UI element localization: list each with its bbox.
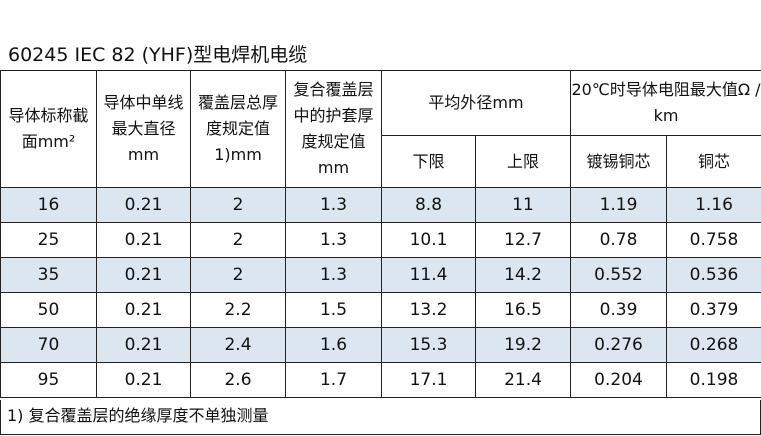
cell: 0.21 <box>96 222 191 258</box>
cell: 12.7 <box>475 222 571 258</box>
cell: 0.198 <box>665 362 761 398</box>
cell: 2 <box>190 222 286 258</box>
footnote: 1) 复合覆盖层的绝缘厚度不单独测量 <box>0 400 761 435</box>
cell: 35 <box>0 257 97 293</box>
document-title: 60245 IEC 82 (YHF)型电焊机电缆 <box>8 44 308 66</box>
header-tinned-copper: 镀锡铜芯 <box>570 135 667 188</box>
cell: 0.21 <box>96 292 191 328</box>
cell: 0.21 <box>96 257 191 293</box>
header-sheath-thickness: 复合覆盖层中的护套厚度规定值mm <box>285 70 382 188</box>
header-max-resistance: 20℃时导体电阻最大值Ω / km <box>569 70 761 136</box>
cell: 2.6 <box>190 362 286 398</box>
table-row: 16 0.21 2 1.3 8.8 11 1.19 1.16 <box>0 187 761 223</box>
cell: 17.1 <box>381 362 476 398</box>
cell: 0.204 <box>570 362 667 398</box>
cell: 2.4 <box>190 327 286 363</box>
cell: 0.758 <box>665 222 761 258</box>
cell: 70 <box>0 327 97 363</box>
cell: 21.4 <box>475 362 571 398</box>
cell: 16 <box>0 187 97 223</box>
cell: 1.16 <box>665 187 761 223</box>
cell: 25 <box>0 222 97 258</box>
header-plain-copper: 铜芯 <box>665 135 761 188</box>
cell: 16.5 <box>475 292 571 328</box>
cell: 0.552 <box>570 257 667 293</box>
cell: 13.2 <box>381 292 476 328</box>
table-row: 50 0.21 2.2 1.5 13.2 16.5 0.39 0.379 <box>0 292 761 328</box>
cell: 50 <box>0 292 97 328</box>
cell: 1.3 <box>285 187 382 223</box>
spec-table: 导体标称截面mm² 导体中单线最大直径mm 覆盖层总厚度规定值1)mm 复合覆盖… <box>0 70 761 398</box>
cell: 0.276 <box>570 327 667 363</box>
cell: 1.5 <box>285 292 382 328</box>
cell: 0.78 <box>570 222 667 258</box>
cell: 2.2 <box>190 292 286 328</box>
cell: 0.536 <box>665 257 761 293</box>
cell: 0.268 <box>665 327 761 363</box>
cell: 0.21 <box>96 187 191 223</box>
header-upper-limit: 上限 <box>475 135 571 188</box>
cell: 11 <box>475 187 571 223</box>
header-lower-limit: 下限 <box>381 135 476 188</box>
cell: 2 <box>190 257 286 293</box>
cell: 0.39 <box>570 292 667 328</box>
cell: 0.21 <box>96 362 191 398</box>
table-row: 25 0.21 2 1.3 10.1 12.7 0.78 0.758 <box>0 222 761 258</box>
cell: 10.1 <box>381 222 476 258</box>
cell: 8.8 <box>381 187 476 223</box>
cell: 1.7 <box>285 362 382 398</box>
cell: 95 <box>0 362 97 398</box>
cell: 19.2 <box>475 327 571 363</box>
header-mean-outer-diameter: 平均外径mm <box>381 70 571 136</box>
table-row: 95 0.21 2.6 1.7 17.1 21.4 0.204 0.198 <box>0 362 761 398</box>
cell: 1.19 <box>570 187 667 223</box>
table-row: 70 0.21 2.4 1.6 15.3 19.2 0.276 0.268 <box>0 327 761 363</box>
cell: 11.4 <box>381 257 476 293</box>
header-cross-section: 导体标称截面mm² <box>0 70 97 188</box>
cell: 0.21 <box>96 327 191 363</box>
cell: 0.379 <box>665 292 761 328</box>
footnote-text: 1) 复合覆盖层的绝缘厚度不单独测量 <box>7 406 269 425</box>
cell: 1.3 <box>285 222 382 258</box>
header-covering-thickness: 覆盖层总厚度规定值1)mm <box>190 70 286 188</box>
cell: 1.3 <box>285 257 382 293</box>
table-row: 35 0.21 2 1.3 11.4 14.2 0.552 0.536 <box>0 257 761 293</box>
cell: 15.3 <box>381 327 476 363</box>
cell: 2 <box>190 187 286 223</box>
cell: 1.6 <box>285 327 382 363</box>
header-max-wire-diameter: 导体中单线最大直径mm <box>96 70 191 188</box>
cell: 14.2 <box>475 257 571 293</box>
